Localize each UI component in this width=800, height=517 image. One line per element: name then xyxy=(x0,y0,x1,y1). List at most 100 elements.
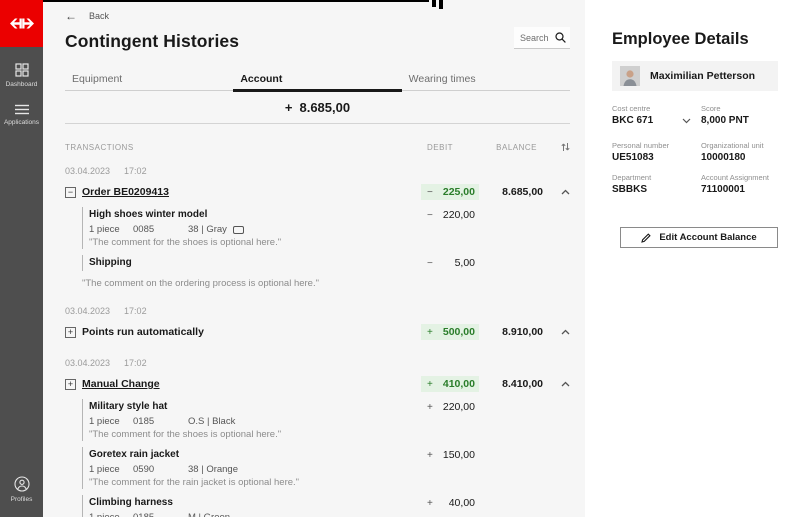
tab-wearing-times[interactable]: Wearing times xyxy=(408,73,476,85)
debit-amount: 225,00 xyxy=(442,186,475,198)
sidebar-item-label: Dashboard xyxy=(5,81,38,88)
expand-toggle-icon[interactable]: + xyxy=(65,326,76,338)
transaction-row: + Manual Change + 410,00 8.410,00 xyxy=(65,374,570,394)
tab-account[interactable]: Account xyxy=(233,69,402,92)
transaction-date: 03.04.2023 17:02 xyxy=(65,166,570,177)
balance-value: 8.685,00 xyxy=(502,186,543,198)
field-score: Score 8,000 PNT xyxy=(701,104,778,127)
field-label: Organizational unit xyxy=(701,141,764,150)
app-sidebar: Dashboard Applications Profiles xyxy=(0,0,43,517)
field-value: 10000180 xyxy=(701,152,746,163)
date-value: 03.04.2023 xyxy=(65,358,111,368)
transaction-group: 03.04.2023 17:02 + Points run automatica… xyxy=(65,306,570,342)
field-department: Department SBBKS xyxy=(612,173,701,196)
item-variant: O.S | Black xyxy=(188,416,236,427)
balance-value: 8.910,00 xyxy=(502,326,543,338)
field-value: 8,000 PNT xyxy=(701,115,749,126)
back-arrow-icon: ← xyxy=(65,9,77,23)
balance-value: 8.410,00 xyxy=(502,378,543,390)
item-name: High shoes winter model xyxy=(89,209,208,220)
tab-bar: Equipment Account Wearing times xyxy=(65,69,570,92)
image-icon[interactable] xyxy=(232,226,244,234)
date-value: 03.04.2023 xyxy=(65,306,111,316)
balance-sign: + xyxy=(284,99,293,115)
time-value: 17:02 xyxy=(124,306,147,316)
chevron-down-icon[interactable] xyxy=(682,118,691,124)
transaction-title[interactable]: Order BE0209413 xyxy=(82,186,169,198)
edit-button-label: Edit Account Balance xyxy=(659,232,757,243)
transaction-item: Goretex rain jacket + 150,00 1 piece 059… xyxy=(82,447,570,489)
profiles-person-icon xyxy=(13,476,30,492)
sidebar-item-label: Profiles xyxy=(10,496,33,503)
item-detail: 1 piece 0185 O.S | Black xyxy=(89,416,570,428)
search-icon[interactable] xyxy=(555,32,566,43)
sidebar-item-dashboard[interactable]: Dashboard xyxy=(0,63,43,88)
item-article-number: 0590 xyxy=(133,464,155,475)
sort-icon[interactable] xyxy=(561,142,570,152)
item-sign: + xyxy=(427,401,433,413)
search-placeholder: Search xyxy=(520,32,549,43)
employee-name: Maximilian Petterson xyxy=(650,70,756,82)
item-sign: + xyxy=(427,449,433,461)
date-value: 03.04.2023 xyxy=(65,166,111,176)
debit-pill: + 500,00 xyxy=(421,324,479,340)
item-detail: 1 piece 0085 38 | Gray xyxy=(89,224,570,236)
employee-card: Maximilian Petterson xyxy=(612,61,778,91)
collapse-toggle-icon[interactable]: − xyxy=(65,186,76,198)
transaction-row: + Points run automatically + 500,00 8.91… xyxy=(65,322,570,342)
debit-sign: + xyxy=(427,326,433,338)
time-value: 17:02 xyxy=(124,166,147,176)
edit-account-balance-button[interactable]: Edit Account Balance xyxy=(620,227,778,248)
chevron-up-icon[interactable] xyxy=(561,189,570,195)
debit-amount: 410,00 xyxy=(442,378,475,390)
debit-amount: 500,00 xyxy=(442,326,475,338)
col-header-balance: BALANCE xyxy=(496,142,537,152)
order-comment: "The comment on the ordering process is … xyxy=(82,278,319,289)
item-amount: 5,00 xyxy=(454,257,475,269)
back-button[interactable]: ← Back xyxy=(65,10,135,22)
debit-sign: − xyxy=(427,186,433,198)
pencil-icon xyxy=(641,232,652,243)
item-name: Shipping xyxy=(89,257,132,268)
screenshot-artifact-mark xyxy=(439,0,443,9)
transaction-title[interactable]: Manual Change xyxy=(82,378,160,390)
transaction-group: 03.04.2023 17:02 − Order BE0209413 − 225… xyxy=(65,166,570,290)
applications-menu-icon xyxy=(14,104,29,115)
debit-pill: + 410,00 xyxy=(421,376,479,392)
field-label: Score xyxy=(701,104,721,113)
tab-equipment[interactable]: Equipment xyxy=(72,73,123,85)
col-header-debit: DEBIT xyxy=(427,142,454,152)
transaction-item: High shoes winter model − 220,00 1 piece… xyxy=(82,207,570,249)
item-detail: 1 piece 0185 M | Green xyxy=(89,512,570,517)
brand-logo[interactable] xyxy=(0,0,43,47)
sidebar-item-profiles[interactable]: Profiles xyxy=(0,476,43,503)
item-name: Goretex rain jacket xyxy=(89,449,180,460)
transaction-date: 03.04.2023 17:02 xyxy=(65,306,570,317)
field-value: UE51083 xyxy=(612,152,654,163)
item-quantity: 1 piece xyxy=(89,224,120,235)
expand-toggle-icon[interactable]: + xyxy=(65,378,76,390)
chevron-up-icon[interactable] xyxy=(561,381,570,387)
transaction-item: Shipping − 5,00 xyxy=(82,255,570,271)
sidebar-item-applications[interactable]: Applications xyxy=(0,104,43,126)
screenshot-artifact-line xyxy=(43,0,429,2)
debit-pill: − 225,00 xyxy=(421,184,479,200)
item-name: Military style hat xyxy=(89,401,168,412)
debit-sign: + xyxy=(427,378,433,390)
item-amount: 150,00 xyxy=(442,449,475,461)
sbb-logo-icon xyxy=(9,18,34,29)
field-value: BKC 671 xyxy=(612,115,654,126)
chevron-up-icon[interactable] xyxy=(561,329,570,335)
item-comment: "The comment for the shoes is optional h… xyxy=(89,237,282,248)
search-input[interactable]: Search xyxy=(514,27,570,49)
item-sign: + xyxy=(427,497,433,509)
item-sign: − xyxy=(427,257,433,269)
field-label: Account Assignment xyxy=(701,173,769,182)
item-detail: 1 piece 0590 38 | Orange xyxy=(89,464,570,476)
transaction-title: Points run automatically xyxy=(82,326,204,338)
field-value: SBBKS xyxy=(612,184,648,195)
field-label: Cost centre xyxy=(612,104,651,113)
item-article-number: 0085 xyxy=(133,224,155,235)
transactions-table-header: TRANSACTIONS DEBIT BALANCE xyxy=(65,141,570,153)
avatar xyxy=(620,66,640,86)
